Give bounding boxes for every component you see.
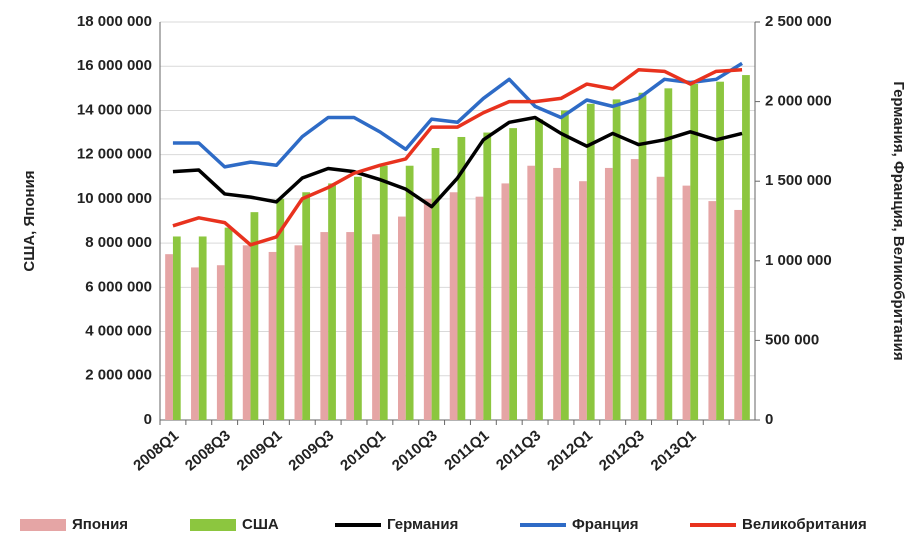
- x-tick-label: 2008Q3: [182, 427, 234, 474]
- bar: [346, 232, 355, 420]
- bar: [320, 232, 329, 420]
- y2-tick-label: 2 000 000: [765, 93, 832, 110]
- legend-swatch: [20, 519, 66, 531]
- bar: [612, 99, 621, 420]
- bar: [656, 176, 665, 420]
- line: [172, 115, 743, 209]
- y2-tick-label: 1 500 000: [765, 172, 832, 189]
- bar: [250, 212, 259, 420]
- bar: [690, 83, 699, 421]
- legend-label: Германия: [387, 516, 458, 533]
- bar: [501, 183, 510, 420]
- legend-label: Франция: [572, 516, 639, 533]
- bar: [664, 88, 673, 420]
- bar: [734, 209, 743, 420]
- bar: [475, 196, 484, 420]
- bar: [483, 132, 492, 421]
- x-tick-label: 2010Q1: [337, 427, 389, 474]
- x-tick-label: 2012Q1: [544, 427, 596, 474]
- y-tick-label: 12 000 000: [77, 146, 152, 163]
- bar: [716, 81, 724, 420]
- y-tick-label: 14 000 000: [77, 101, 152, 118]
- y-axis-title: США, Япония: [21, 170, 38, 271]
- bar: [405, 165, 414, 420]
- y-tick-label: 6 000 000: [85, 278, 152, 295]
- x-tick-label: 2009Q3: [285, 427, 337, 474]
- bar: [372, 234, 380, 420]
- bar: [682, 185, 691, 420]
- y-tick-label: 18 000 000: [77, 13, 152, 30]
- y-tick-label: 8 000 000: [85, 234, 152, 251]
- bar: [398, 216, 406, 420]
- x-tick-label: 2011Q1: [441, 427, 492, 474]
- x-tick-label: 2010Q3: [389, 427, 441, 474]
- line: [172, 68, 743, 247]
- bar: [294, 245, 303, 420]
- bar: [224, 227, 233, 420]
- bar: [242, 245, 251, 420]
- x-tick-label: 2012Q3: [596, 427, 648, 474]
- bar: [172, 236, 181, 420]
- x-tick-label: 2013Q1: [648, 427, 700, 474]
- bar: [457, 136, 466, 420]
- y-tick-label: 16 000 000: [77, 57, 152, 74]
- bar: [328, 183, 336, 420]
- legend-label: США: [242, 516, 279, 533]
- x-tick-label: 2011Q3: [493, 427, 544, 474]
- bar: [708, 201, 717, 420]
- bar: [268, 251, 277, 420]
- bar: [638, 92, 647, 420]
- x-tick-label: 2009Q1: [234, 427, 286, 474]
- bar: [276, 198, 285, 420]
- y-tick-label: 0: [144, 411, 152, 428]
- bar: [560, 110, 569, 420]
- legend-label: Великобритания: [742, 516, 867, 533]
- bar: [423, 198, 432, 420]
- line: [172, 61, 743, 169]
- bar: [553, 167, 561, 420]
- bar: [586, 103, 595, 421]
- bar: [527, 165, 536, 420]
- bar: [630, 159, 639, 421]
- bar: [604, 167, 613, 420]
- y2-axis-title: Германия, Франция, Великобритания: [890, 81, 907, 360]
- bar: [431, 148, 440, 421]
- bar: [579, 181, 587, 420]
- bar: [302, 192, 311, 420]
- y-tick-label: 4 000 000: [85, 323, 152, 340]
- y-tick-label: 2 000 000: [85, 367, 152, 384]
- y2-tick-label: 2 500 000: [765, 13, 832, 30]
- bar: [742, 75, 750, 421]
- bar: [198, 236, 207, 420]
- y2-tick-label: 1 000 000: [765, 252, 832, 269]
- legend-swatch: [190, 519, 236, 531]
- bar: [216, 265, 225, 420]
- bar: [191, 267, 199, 420]
- y2-tick-label: 500 000: [765, 331, 819, 348]
- y-tick-label: 10 000 000: [77, 190, 152, 207]
- bar: [354, 176, 362, 420]
- legend-label: Япония: [72, 516, 128, 533]
- x-tick-label: 2008Q1: [130, 427, 182, 474]
- bar: [449, 192, 458, 420]
- y2-tick-label: 0: [765, 411, 773, 428]
- bar: [509, 128, 517, 420]
- bar: [379, 165, 388, 420]
- bar: [165, 254, 173, 420]
- bar: [535, 119, 543, 421]
